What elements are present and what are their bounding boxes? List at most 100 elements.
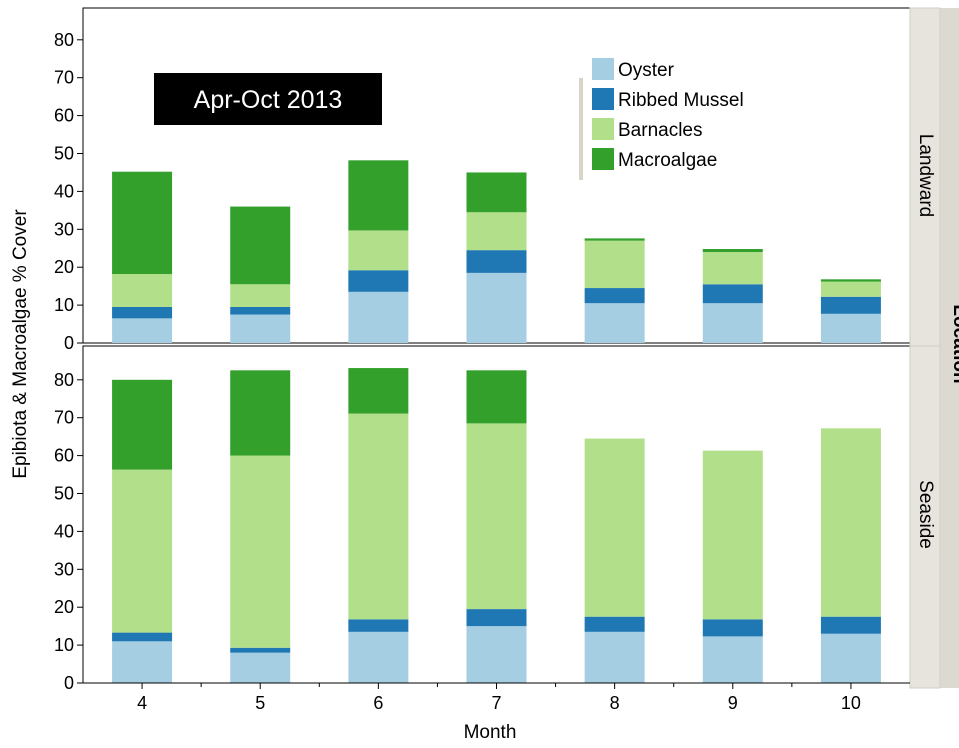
x-tick-label: 7 [491,693,501,713]
y-tick-label: 20 [54,257,74,277]
y-tick-label: 40 [54,181,74,201]
bar-segment-ribbed-mussel [820,616,881,634]
bar-segment-oyster [348,291,409,343]
y-tick-label: 60 [54,106,74,126]
bar-segment-macroalgae [348,160,409,231]
bar-segment-macroalgae [702,249,763,253]
legend-swatch [592,148,614,170]
bar-segment-oyster [702,636,763,683]
y-tick-label: 0 [64,333,74,353]
x-tick-label: 9 [728,693,738,713]
legend-item: Ribbed Mussel [592,88,744,111]
bar-segment-macroalgae [820,279,881,282]
bar-segment-oyster [112,318,173,343]
bar-segment-barnacles [348,413,409,620]
bar-segment-barnacles [230,455,291,648]
bar-segment-oyster [230,314,291,343]
bar-segment-oyster [702,303,763,343]
bar-segment-oyster [466,272,527,343]
legend-label: Oyster [618,60,675,81]
bar-segment-macroalgae [112,379,173,470]
bar-segment-oyster [820,633,881,683]
y-tick-label: 50 [54,484,74,504]
bar-segment-macroalgae [112,171,173,275]
bar-segment-oyster [820,313,881,343]
annotation-box [154,73,382,125]
x-tick-label: 5 [255,693,265,713]
bar-segment-macroalgae [230,206,291,285]
legend-label: Macroalgae [618,150,717,171]
y-tick-label: 70 [54,68,74,88]
bar-segment-oyster [584,303,645,343]
legend-item: Barnacles [592,118,703,141]
panel-strip-background [909,7,941,347]
bar-segment-ribbed-mussel [230,647,291,653]
bar-segment-barnacles [112,274,173,307]
legend-swatch [592,58,614,80]
legend-swatch [592,88,614,110]
bar-segment-oyster [466,626,527,683]
bar-segment-oyster [348,631,409,683]
bar-segment-ribbed-mussel [820,296,881,314]
bar-segment-barnacles [820,428,881,617]
x-axis-title: Month [464,722,517,743]
y-tick-label: 10 [54,635,74,655]
x-tick-label: 6 [373,693,383,713]
y-tick-label: 30 [54,559,74,579]
y-tick-label: 40 [54,521,74,541]
bar-segment-barnacles [584,240,645,289]
y-tick-label: 20 [54,597,74,617]
x-tick-label: 10 [841,693,861,713]
facet-strip: Location [940,8,959,688]
x-tick-label: 8 [610,693,620,713]
bar-segment-ribbed-mussel [466,250,527,273]
legend-swatch [592,118,614,140]
facet-strip-background [940,8,959,688]
panels-layer: Location Landward 0 10 20 30 40 50 60 70 80 Seaside… [54,7,959,713]
legend-label: Ribbed Mussel [618,90,744,111]
bar-segment-barnacles [348,230,409,271]
bar-segment-macroalgae [466,172,527,213]
bar-segment-barnacles [112,469,173,633]
bar-segment-oyster [230,652,291,683]
y-tick-label: 60 [54,446,74,466]
legend-item: Oyster [592,58,675,81]
panel-seaside: Seaside 0 10 20 30 40 50 60 70 80 [54,345,941,693]
bar-segment-oyster [112,641,173,683]
y-tick-label: 10 [54,295,74,315]
panel-label: Seaside [915,480,936,549]
bar-segment-ribbed-mussel [584,616,645,632]
bar-segment-ribbed-mussel [348,270,409,292]
annotation: Apr-Oct 2013 [154,73,382,125]
bar-segment-ribbed-mussel [112,632,173,642]
bar-segment-macroalgae [348,368,409,414]
bar-segment-ribbed-mussel [348,619,409,632]
annotation-text: Apr-Oct 2013 [194,86,343,114]
bar-segment-ribbed-mussel [702,284,763,304]
x-tick-label: 4 [137,693,147,713]
legend-item: Macroalgae [592,148,717,171]
y-tick-label: 70 [54,408,74,428]
y-tick-label: 80 [54,30,74,50]
bar-segment-ribbed-mussel [230,306,291,315]
y-axis-title: Epibiota & Macroalgae % Cover [10,209,31,479]
panel-strip-background [909,345,941,689]
bar-segment-ribbed-mussel [466,609,527,627]
bar-segment-oyster [584,631,645,683]
bar-segment-macroalgae [584,238,645,241]
bar-segment-barnacles [702,252,763,285]
bar-segment-barnacles [820,281,881,297]
bar-segment-ribbed-mussel [584,288,645,304]
bar-segment-barnacles [584,438,645,617]
bar-segment-barnacles [702,450,763,620]
legend-label: Barnacles [618,120,703,141]
bar-segment-ribbed-mussel [112,306,173,319]
panel-label: Landward [915,134,936,217]
bar-segment-macroalgae [466,370,527,424]
facet-title: Location [949,304,959,383]
bar-segment-ribbed-mussel [702,619,763,637]
y-tick-label: 50 [54,144,74,164]
panel-landward: Landward 0 10 20 30 40 50 60 70 80 [54,7,941,353]
